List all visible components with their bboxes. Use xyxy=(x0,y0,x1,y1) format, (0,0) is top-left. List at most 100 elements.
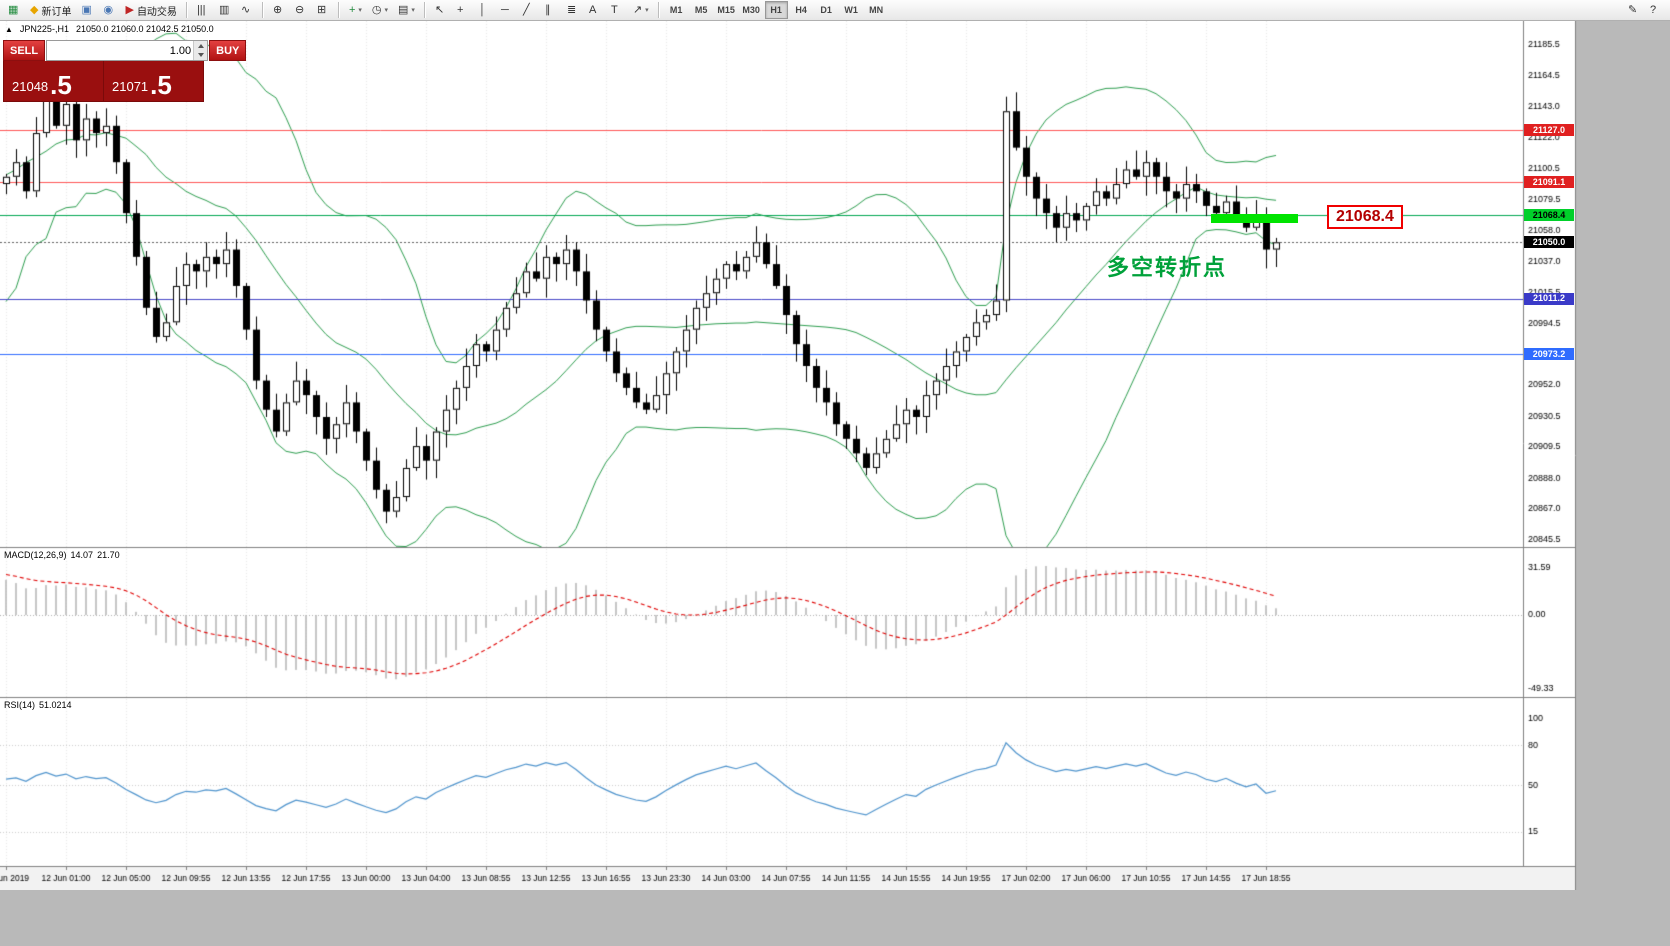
timeframe-m30-button[interactable]: M30 xyxy=(740,1,763,19)
chevron-up-icon xyxy=(197,43,204,48)
zoom-in-icon: ⊕ xyxy=(272,3,283,16)
vertical-line-button[interactable]: │ xyxy=(475,1,495,19)
timeframe-w1-button[interactable]: W1 xyxy=(840,1,863,19)
community-button[interactable]: ◉ xyxy=(99,1,119,19)
periods-button[interactable]: ◷ ▾ xyxy=(368,1,392,19)
timeframe-w1-button-label: W1 xyxy=(844,5,858,15)
bar-chart-button[interactable]: ||| xyxy=(193,1,213,19)
bars-chart-icon: ||| xyxy=(196,3,206,16)
chart-windows-button[interactable]: ▣ xyxy=(77,1,97,19)
zoom-out-icon: ⊖ xyxy=(294,3,305,16)
candles-chart-icon: ▥ xyxy=(218,3,230,16)
highlight-bar-object[interactable] xyxy=(1211,214,1298,224)
buy-price-display[interactable]: 21071.5 xyxy=(103,61,203,101)
volume-increase-button[interactable] xyxy=(194,41,208,51)
question-icon: ? xyxy=(1650,3,1657,16)
indicators-button[interactable]: + ▾ xyxy=(345,1,366,19)
new-message-button[interactable]: ✎ xyxy=(1624,1,1644,19)
volume-decrease-button[interactable] xyxy=(194,50,208,60)
chevron-down-icon: ▾ xyxy=(384,7,389,14)
new-order-button-label: 新订单 xyxy=(41,6,72,18)
toolbar-separator xyxy=(423,2,426,18)
fibonacci-button[interactable]: ≣ xyxy=(563,1,583,19)
line-chart-button[interactable]: ∿ xyxy=(237,1,257,19)
zoom-out-button[interactable]: ⊖ xyxy=(291,1,311,19)
turning-point-annotation[interactable]: 多空转折点 xyxy=(1107,255,1228,280)
chart-header: ▲ JPN225-,H1 21050.0 21060.0 21042.5 21050… xyxy=(5,24,221,34)
candlestick-chart-button[interactable]: ▥ xyxy=(215,1,235,19)
timeframe-d1-button[interactable]: D1 xyxy=(815,1,838,19)
crosshair-button[interactable]: + xyxy=(453,1,473,19)
chevron-down-icon: ▾ xyxy=(411,7,415,14)
toolbar-groups: ▦ ◆ 新订单 ▣ ◉ ▶ 自动交易 ||| ▥ ∿ ⊕ ⊖ ⊞ + ▾ ◷ ▾ ▤ ▾ ↖ + │ ─ ╱ ∥ ≣ A T ↗ ▾ M1 M… xyxy=(3,0,889,20)
arrows-button[interactable]: ↗ ▾ xyxy=(629,1,653,19)
toolbar-separator xyxy=(261,2,264,18)
timeframe-d1-button-label: D1 xyxy=(820,5,832,15)
price-level-badge: 21011.2 xyxy=(1524,292,1574,305)
bid-price-badge: 21050.0 xyxy=(1524,236,1574,249)
vertical-line-icon: │ xyxy=(478,3,486,16)
toolbar-right-group: ✎? xyxy=(1623,0,1667,20)
text-icon: A xyxy=(588,3,597,16)
tile-windows-button[interactable]: ⊞ xyxy=(313,1,333,19)
rsi-name: RSI(14) xyxy=(4,700,36,710)
toolbar-separator xyxy=(185,2,188,18)
timeframe-h1-button-label: H1 xyxy=(770,5,782,15)
price-level-badge: 21068.4 xyxy=(1524,209,1574,222)
clock-icon: ◷ xyxy=(371,3,382,16)
autotrading-icon: ▶ xyxy=(125,3,134,16)
sell-price-display[interactable]: 21048.5 xyxy=(4,61,103,101)
channel-icon: ∥ xyxy=(544,3,551,16)
price-level-badge: 21127.0 xyxy=(1524,124,1574,137)
main-toolbar: ▦ ◆ 新订单 ▣ ◉ ▶ 自动交易 ||| ▥ ∿ ⊕ ⊖ ⊞ + ▾ ◷ ▾ ▤ ▾ ↖ + │ ─ ╱ ∥ ≣ A T ↗ ▾ M1 M… xyxy=(0,0,1670,21)
timeframe-h1-button[interactable]: H1 xyxy=(764,1,788,19)
volume-spinner xyxy=(193,41,208,60)
timeframe-m1-button[interactable]: M1 xyxy=(665,1,688,19)
fibonacci-icon: ≣ xyxy=(566,3,577,16)
price-chart-canvas[interactable] xyxy=(0,21,1670,890)
sell-button[interactable]: SELL xyxy=(3,40,46,61)
macd-main-value: 14.07 xyxy=(70,550,94,560)
horizontal-line-button[interactable]: ─ xyxy=(497,1,517,19)
new-chart-button[interactable]: ▦ xyxy=(4,1,24,19)
chevron-down-icon: ▾ xyxy=(645,7,649,14)
timeframe-m30-button-label: M30 xyxy=(742,5,760,15)
globe-icon: ◉ xyxy=(103,3,114,16)
trendline-icon: ╱ xyxy=(522,3,530,16)
chart-symbol-period: JPN225-,H1 xyxy=(19,24,69,34)
chevron-down-icon: ▾ xyxy=(358,7,362,14)
label-button[interactable]: T xyxy=(607,1,627,19)
cursor-button[interactable]: ↖ xyxy=(431,1,451,19)
chart-ohlc-values: 21050.0 21060.0 21042.5 21050.0 xyxy=(75,24,214,34)
price-callout-label[interactable]: 21068.4 xyxy=(1327,205,1403,229)
macd-signal-value: 21.70 xyxy=(97,550,120,560)
timeframe-mn-button[interactable]: MN xyxy=(865,1,888,19)
autotrading-button[interactable]: ▶ 自动交易 xyxy=(121,1,180,19)
autotrading-button-label: 自动交易 xyxy=(136,6,177,18)
timeframe-h4-button[interactable]: H4 xyxy=(790,1,813,19)
price-level-badge: 21091.1 xyxy=(1524,176,1574,189)
buy-button[interactable]: BUY xyxy=(209,40,247,61)
text-button[interactable]: A xyxy=(585,1,605,19)
order-panel-prices: 21048.5 21071.5 xyxy=(3,61,204,102)
one-click-collapse-toggle[interactable]: ▲ xyxy=(5,25,13,34)
window-icon: ▣ xyxy=(81,3,92,16)
templates-button[interactable]: ▤ ▾ xyxy=(394,1,419,19)
horizontal-line-icon: ─ xyxy=(500,3,509,16)
new-order-button[interactable]: ◆ 新订单 xyxy=(26,1,75,19)
template-icon: ▤ xyxy=(398,3,409,16)
tile-windows-icon: ⊞ xyxy=(316,3,327,16)
help-button[interactable]: ? xyxy=(1646,1,1666,19)
timeframe-m15-button[interactable]: M15 xyxy=(715,1,738,19)
timeframe-m1-button-label: M1 xyxy=(669,5,683,15)
timeframe-m5-button[interactable]: M5 xyxy=(690,1,713,19)
pencil-icon: ✎ xyxy=(1628,3,1638,16)
channel-button[interactable]: ∥ xyxy=(541,1,561,19)
trendline-button[interactable]: ╱ xyxy=(519,1,539,19)
timeframe-m5-button-label: M5 xyxy=(694,5,708,15)
bid-price-main: 21048 xyxy=(12,78,49,94)
volume-input[interactable] xyxy=(47,41,194,60)
macd-name: MACD(12,26,9) xyxy=(4,550,67,560)
zoom-in-button[interactable]: ⊕ xyxy=(269,1,289,19)
bid-price-pips: .5 xyxy=(50,69,72,100)
